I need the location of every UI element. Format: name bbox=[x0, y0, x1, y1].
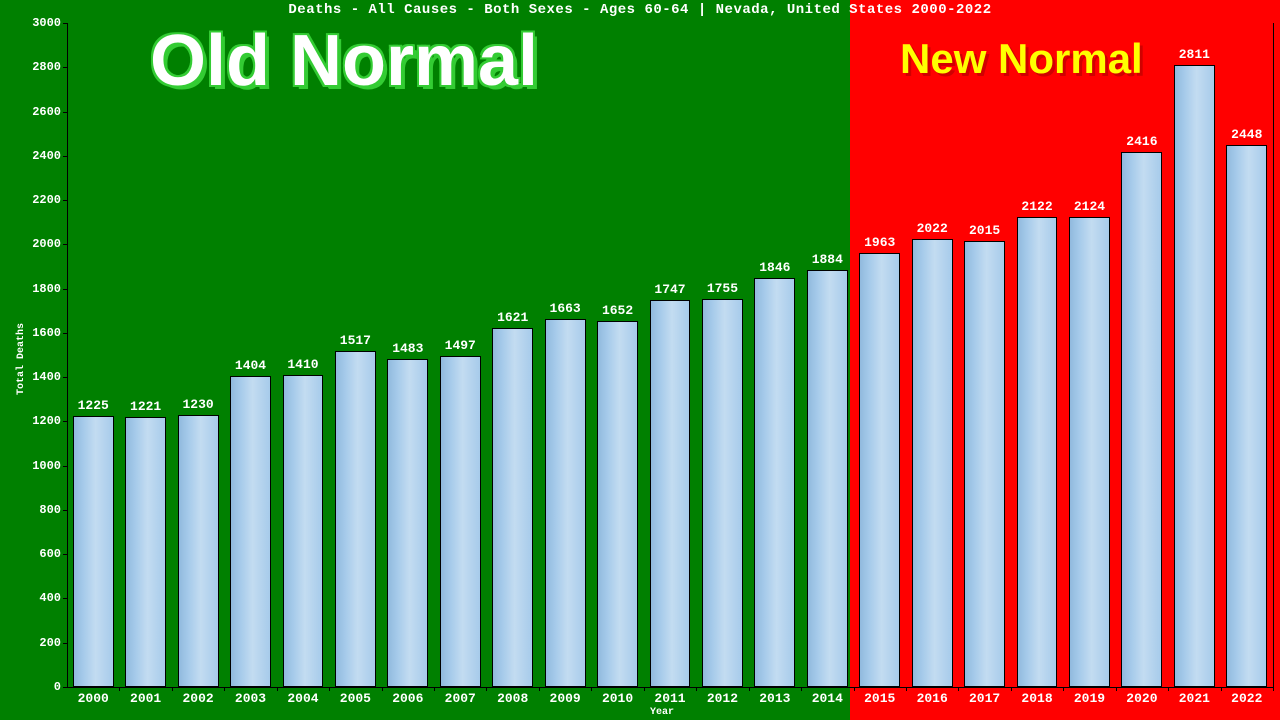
bar-value-label: 1621 bbox=[488, 310, 538, 325]
bar bbox=[1121, 152, 1162, 687]
y-tick-label: 800 bbox=[25, 503, 61, 517]
bar bbox=[1017, 217, 1058, 687]
x-tick-label: 2013 bbox=[750, 691, 800, 706]
x-tick-label: 2009 bbox=[540, 691, 590, 706]
bar-value-label: 1517 bbox=[330, 333, 380, 348]
y-tick-label: 1000 bbox=[25, 459, 61, 473]
bar-value-label: 1663 bbox=[540, 301, 590, 316]
x-tick-label: 2010 bbox=[593, 691, 643, 706]
bar bbox=[597, 321, 638, 687]
bar-value-label: 1483 bbox=[383, 341, 433, 356]
bar-value-label: 1225 bbox=[68, 398, 118, 413]
bar-value-label: 1755 bbox=[697, 281, 747, 296]
bar bbox=[178, 415, 219, 687]
x-axis-label: Year bbox=[650, 707, 674, 718]
bar bbox=[859, 253, 900, 687]
x-tick-label: 2006 bbox=[383, 691, 433, 706]
bar bbox=[283, 375, 324, 687]
y-tick-label: 2200 bbox=[25, 193, 61, 207]
x-tick-label: 2018 bbox=[1012, 691, 1062, 706]
bar-value-label: 2022 bbox=[907, 221, 957, 236]
bar-value-label: 1497 bbox=[435, 338, 485, 353]
x-tick-label: 2001 bbox=[121, 691, 171, 706]
bar-value-label: 2416 bbox=[1117, 134, 1167, 149]
bar bbox=[912, 239, 953, 687]
x-tick-label: 2008 bbox=[488, 691, 538, 706]
x-tick-label: 2014 bbox=[802, 691, 852, 706]
bar bbox=[1069, 217, 1110, 687]
bar bbox=[492, 328, 533, 687]
bar-value-label: 1884 bbox=[802, 252, 852, 267]
y-axis-line-right bbox=[1273, 23, 1274, 687]
x-tick-label: 2000 bbox=[68, 691, 118, 706]
x-tick-label: 2011 bbox=[645, 691, 695, 706]
bar-value-label: 1230 bbox=[173, 397, 223, 412]
bar bbox=[964, 241, 1005, 687]
x-tick-label: 2005 bbox=[330, 691, 380, 706]
x-axis-line bbox=[67, 687, 1273, 688]
bar bbox=[807, 270, 848, 687]
y-tick-label: 1800 bbox=[25, 282, 61, 296]
chart-canvas: Deaths - All Causes - Both Sexes - Ages … bbox=[0, 0, 1280, 720]
bar-value-label: 2448 bbox=[1222, 127, 1272, 142]
y-tick-label: 1200 bbox=[25, 414, 61, 428]
bar-value-label: 1404 bbox=[226, 358, 276, 373]
y-tick-label: 2000 bbox=[25, 237, 61, 251]
x-tick-label: 2020 bbox=[1117, 691, 1167, 706]
x-tick-label: 2015 bbox=[855, 691, 905, 706]
bar-value-label: 1221 bbox=[121, 399, 171, 414]
y-tick-label: 600 bbox=[25, 547, 61, 561]
chart-title: Deaths - All Causes - Both Sexes - Ages … bbox=[0, 2, 1280, 18]
bar-value-label: 1410 bbox=[278, 357, 328, 372]
bar bbox=[440, 356, 481, 687]
bar bbox=[1226, 145, 1267, 687]
x-tick-mark bbox=[1273, 687, 1274, 691]
bar-value-label: 1846 bbox=[750, 260, 800, 275]
y-tick-label: 400 bbox=[25, 591, 61, 605]
x-tick-label: 2007 bbox=[435, 691, 485, 706]
y-tick-label: 0 bbox=[25, 680, 61, 694]
x-tick-label: 2012 bbox=[697, 691, 747, 706]
bar bbox=[754, 278, 795, 687]
bar bbox=[387, 359, 428, 687]
overlay-new-normal: New Normal bbox=[900, 35, 1143, 83]
x-tick-label: 2002 bbox=[173, 691, 223, 706]
y-tick-label: 3000 bbox=[25, 16, 61, 30]
bar bbox=[73, 416, 114, 687]
y-tick-label: 2600 bbox=[25, 105, 61, 119]
overlay-old-normal: Old Normal bbox=[150, 20, 538, 102]
bar bbox=[1174, 65, 1215, 687]
x-tick-label: 2019 bbox=[1064, 691, 1114, 706]
x-tick-label: 2022 bbox=[1222, 691, 1272, 706]
bar-value-label: 2124 bbox=[1064, 199, 1114, 214]
y-tick-label: 1400 bbox=[25, 370, 61, 384]
bar-value-label: 2811 bbox=[1169, 47, 1219, 62]
y-tick-label: 2400 bbox=[25, 149, 61, 163]
x-tick-label: 2003 bbox=[226, 691, 276, 706]
bar-value-label: 2015 bbox=[960, 223, 1010, 238]
bar bbox=[125, 417, 166, 687]
x-tick-label: 2016 bbox=[907, 691, 957, 706]
bar-value-label: 1652 bbox=[593, 303, 643, 318]
bar bbox=[650, 300, 691, 687]
bar-value-label: 2122 bbox=[1012, 199, 1062, 214]
bar bbox=[335, 351, 376, 687]
bar-value-label: 1747 bbox=[645, 282, 695, 297]
y-tick-label: 1600 bbox=[25, 326, 61, 340]
bar bbox=[702, 299, 743, 687]
y-tick-label: 200 bbox=[25, 636, 61, 650]
y-tick-label: 2800 bbox=[25, 60, 61, 74]
bar bbox=[545, 319, 586, 687]
bar-value-label: 1963 bbox=[855, 235, 905, 250]
x-tick-label: 2017 bbox=[960, 691, 1010, 706]
x-tick-label: 2004 bbox=[278, 691, 328, 706]
y-axis-line bbox=[67, 23, 68, 687]
bar bbox=[230, 376, 271, 687]
x-tick-label: 2021 bbox=[1169, 691, 1219, 706]
